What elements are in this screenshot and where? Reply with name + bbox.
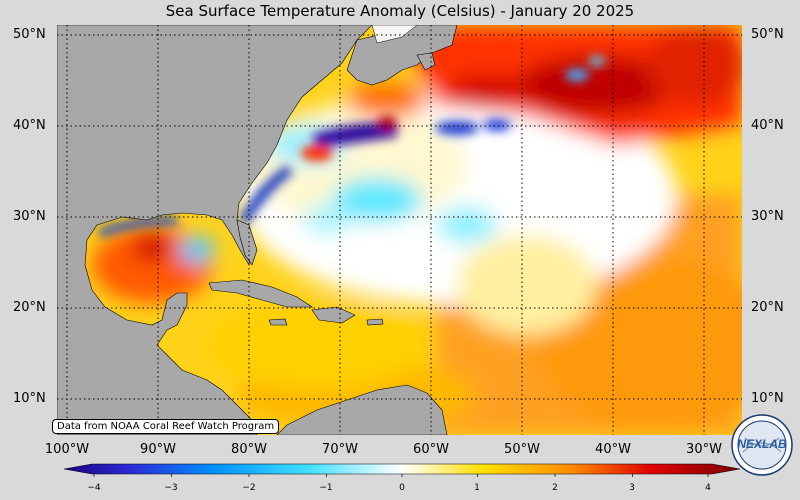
lat-label-left-40: 40°N	[13, 118, 46, 133]
lat-label-left-30: 30°N	[13, 209, 46, 224]
graticule	[57, 25, 742, 435]
anomaly-detail	[97, 56, 605, 237]
nexlab-logo: NEXLAB	[731, 414, 793, 476]
data-credit: Data from NOAA Coral Reef Watch Program	[52, 419, 280, 434]
colorbar-tick: 2	[552, 483, 558, 493]
lon-label-100w: 100°W	[44, 442, 90, 457]
lat-label-right-40: 40°N	[751, 118, 784, 133]
lon-label-50w: 50°W	[504, 442, 540, 457]
lon-label-60w: 60°W	[413, 442, 449, 457]
lon-label-30w: 30°W	[686, 442, 722, 457]
colorbar-tick: 0	[399, 483, 405, 493]
lon-label-70w: 70°W	[322, 442, 358, 457]
lat-label-left-20: 20°N	[13, 300, 46, 315]
lat-label-right-10: 10°N	[751, 391, 784, 406]
lon-label-40w: 40°W	[595, 442, 631, 457]
colorbar-tick: 1	[474, 483, 480, 493]
lat-label-right-50: 50°N	[751, 27, 784, 42]
land	[57, 25, 458, 435]
lat-label-right-20: 20°N	[751, 300, 784, 315]
colorbar	[62, 462, 742, 482]
colorbar-tick: 3	[629, 483, 635, 493]
colorbar-tick: 4	[705, 483, 711, 493]
colorbar-tick: −1	[319, 483, 333, 493]
map-title: Sea Surface Temperature Anomaly (Celsius…	[165, 2, 635, 20]
lat-label-left-50: 50°N	[13, 27, 46, 42]
logo-text: NEXLAB	[737, 437, 787, 451]
lat-label-left-10: 10°N	[13, 391, 46, 406]
lat-label-right-30: 30°N	[751, 209, 784, 224]
lon-label-80w: 80°W	[231, 442, 267, 457]
lon-label-90w: 90°W	[140, 442, 176, 457]
colorbar-tick: −3	[164, 483, 178, 493]
colorbar-tick: −2	[242, 483, 256, 493]
sst-anomaly-map	[57, 25, 742, 435]
colorbar-tick: −4	[87, 483, 101, 493]
